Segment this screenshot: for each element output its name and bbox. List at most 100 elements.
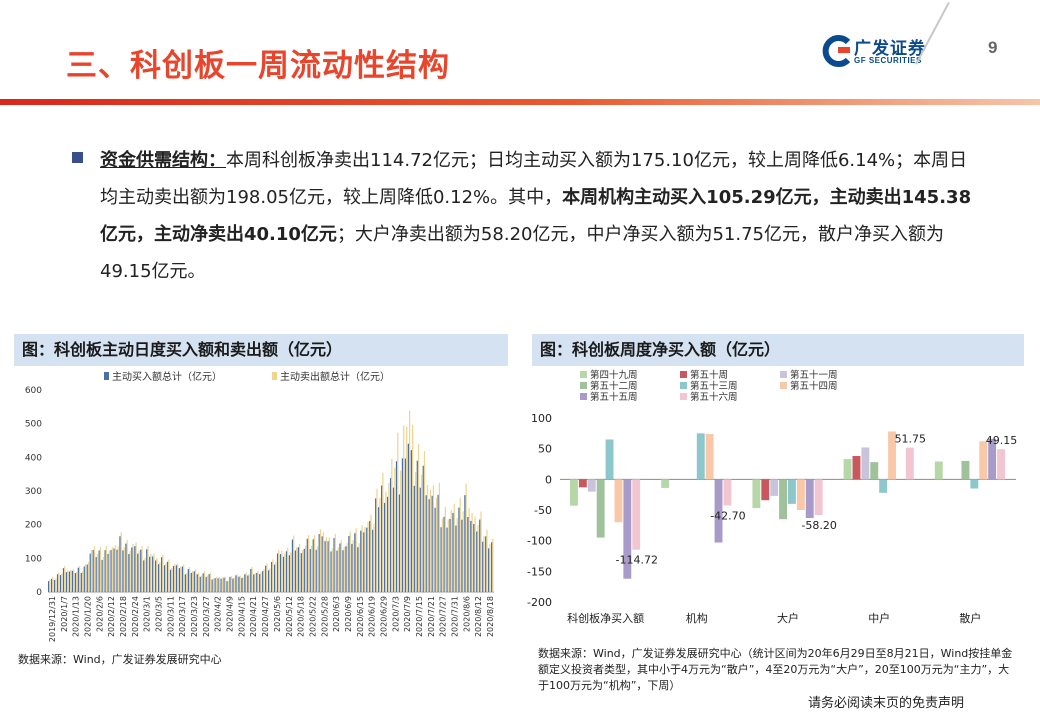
sell-bar (197, 572, 200, 592)
sell-bar (447, 519, 449, 592)
sell-bar (438, 482, 441, 592)
buy-bar (259, 574, 261, 592)
sell-bar (468, 508, 470, 592)
x-tick-label: 2020/3/5 (155, 596, 164, 632)
sell-bar (174, 564, 176, 592)
buy-bar (464, 495, 466, 592)
x-tick-label: 2020/6/9 (344, 596, 353, 632)
sell-bar (159, 562, 161, 592)
sell-bar (230, 576, 232, 592)
y-tick-label: 300 (25, 487, 42, 497)
sell-bar (293, 535, 295, 592)
sell-bar (403, 425, 405, 592)
sell-bar (111, 546, 113, 592)
buy-bar (265, 565, 267, 592)
bar (605, 439, 614, 480)
sell-bar (206, 575, 209, 592)
buy-bar (244, 574, 246, 592)
sell-bar (245, 572, 247, 592)
buy-bar (205, 576, 207, 592)
legend-label: 第四十九周 (590, 369, 638, 381)
legend-label: 第五十三周 (690, 380, 738, 392)
sell-bar (287, 547, 289, 592)
x-tick-label: 2020/1/7 (60, 596, 69, 632)
y-tick-label: -200 (527, 596, 552, 609)
buy-bar (327, 541, 329, 592)
y-tick-label: 0 (545, 473, 552, 486)
buy-bar (137, 553, 139, 592)
sell-bar (248, 573, 250, 592)
sell-bar (441, 518, 443, 592)
sell-bar (81, 571, 84, 592)
sell-bar (364, 527, 366, 592)
buy-bar (330, 551, 332, 592)
sell-bar (310, 545, 313, 592)
sell-bar (221, 577, 223, 592)
sell-bar (281, 550, 283, 592)
x-tick-label: 2020/7/21 (427, 596, 436, 637)
sell-bar (453, 503, 455, 592)
legend-label: 第五十六周 (690, 391, 738, 403)
bar (661, 479, 670, 488)
buy-bar (220, 578, 222, 592)
data-label: 51.75 (895, 433, 927, 446)
buy-bar (229, 577, 231, 592)
sell-bar (120, 532, 122, 592)
sell-bar (325, 537, 328, 592)
sell-bar (150, 554, 152, 592)
sell-bar (147, 546, 149, 592)
sell-bar (212, 578, 215, 592)
buy-bar (386, 496, 389, 592)
sell-bar (239, 575, 241, 592)
x-tick-label: 2020/2/12 (107, 596, 116, 637)
legend-swatch (580, 382, 587, 389)
buy-bar (482, 541, 484, 592)
buy-bar (253, 574, 255, 592)
sell-bar (391, 458, 393, 592)
sell-bar (388, 482, 390, 592)
buy-bar (336, 550, 338, 592)
sell-bar (373, 523, 375, 592)
buy-bar (488, 548, 490, 592)
sell-bar (218, 576, 220, 592)
sell-bar (459, 498, 461, 592)
buy-bar (175, 565, 178, 592)
buy-bar (407, 443, 410, 592)
buy-bar (348, 535, 350, 592)
buy-bar (86, 564, 88, 592)
buy-bar (431, 495, 433, 592)
sell-bar (307, 534, 310, 592)
sell-bar (171, 568, 173, 592)
x-tick-label: 散户 (959, 611, 981, 625)
buy-bar (437, 494, 439, 592)
buy-bar (80, 572, 82, 592)
right-chart-source: 数据来源：Wind，广发证券发展研究中心（统计区间为20年6月29日至8月21日… (538, 647, 1013, 692)
buy-bar (491, 542, 493, 592)
sell-bar (486, 529, 488, 592)
buy-bar (125, 543, 127, 592)
bar (961, 460, 970, 480)
buy-bar (107, 553, 109, 592)
buy-bar (169, 569, 172, 592)
buy-bar (89, 553, 91, 592)
buy-bar (104, 550, 106, 592)
daily-buy-sell-chart: 主动买入额总计（亿元） 主动卖出额总计（亿元） 0 100 200 300 400 500 60… (25, 370, 495, 642)
data-label: -42.70 (710, 510, 745, 523)
summary-label: 资金供需结构： (100, 150, 226, 171)
buy-bar (53, 579, 56, 592)
summary-bold: 本周机构主动买入105.29亿元，主动卖出145.38亿元，主动净卖出40.10… (100, 187, 972, 245)
buy-bar (363, 532, 365, 592)
buy-bar (312, 539, 314, 592)
sell-bar (435, 498, 438, 592)
sell-bar (87, 562, 90, 592)
sell-bar (93, 546, 96, 592)
sell-bar (117, 546, 119, 592)
buy-bar (288, 555, 291, 592)
sell-bar (242, 576, 244, 592)
buy-bar (62, 568, 65, 592)
y-tick-label: 0 (36, 588, 42, 598)
y-tick-label: 200 (25, 521, 42, 531)
sell-bar (337, 547, 339, 592)
sell-bar (483, 535, 485, 592)
sell-bar (84, 564, 87, 592)
